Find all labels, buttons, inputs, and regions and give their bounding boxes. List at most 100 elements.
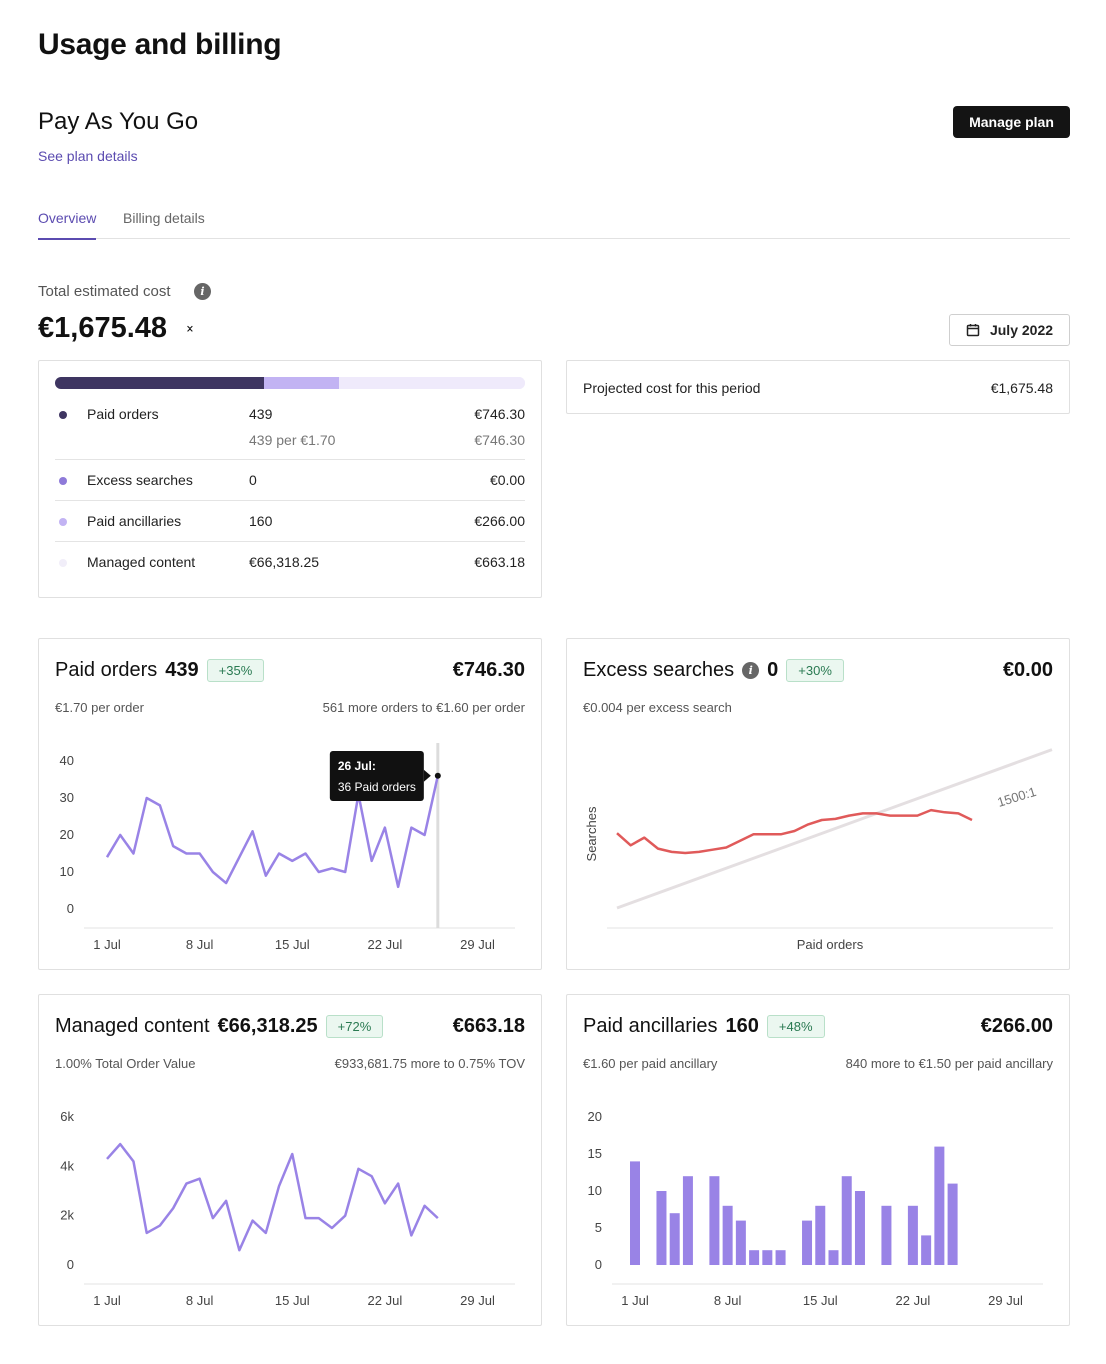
row-sub-qty: 439 per €1.70 bbox=[249, 432, 336, 448]
projected-cost-card: Projected cost for this period €1,675.48 bbox=[566, 360, 1070, 414]
manage-plan-button[interactable]: Manage plan bbox=[953, 106, 1070, 138]
bar bbox=[630, 1161, 640, 1265]
paid-ancillaries-card: Paid ancillaries 160 +48% €266.00 €1.60 … bbox=[566, 994, 1070, 1326]
bar bbox=[907, 1205, 918, 1265]
x-tick-label: 22 Jul bbox=[368, 937, 403, 952]
ratio-label: 1500:1 bbox=[995, 784, 1037, 810]
legend-dot bbox=[59, 518, 67, 526]
legend-dot bbox=[59, 477, 67, 485]
row-name: Paid orders bbox=[87, 406, 159, 422]
y-tick-label: 4k bbox=[60, 1158, 74, 1173]
tab-bar: Overview Billing details bbox=[38, 200, 1070, 240]
hover-point bbox=[434, 772, 441, 779]
card-title: Paid ancillaries 160 +48% bbox=[583, 1015, 825, 1038]
page-title: Usage and billing bbox=[38, 28, 282, 61]
x-tick-label: 8 Jul bbox=[186, 1293, 214, 1308]
card-title-count: €66,318.25 bbox=[217, 1015, 318, 1037]
expand-collapse-icon[interactable]: ⌄ ⌃ bbox=[184, 317, 196, 341]
card-tier-hint: 840 more to €1.50 per paid ancillary bbox=[845, 1056, 1053, 1071]
stack-bar-segment bbox=[55, 377, 265, 389]
projected-cost-label: Projected cost for this period bbox=[583, 380, 761, 396]
card-amount: €663.18 bbox=[452, 1015, 525, 1037]
y-tick-label: 0 bbox=[67, 901, 74, 916]
bar bbox=[828, 1250, 839, 1265]
x-tick-label: 22 Jul bbox=[368, 1293, 403, 1308]
tooltip-text: 36 Paid orders bbox=[338, 780, 416, 794]
total-cost-value: €1,675.48 bbox=[38, 312, 168, 344]
info-icon[interactable]: i bbox=[742, 662, 760, 679]
y-axis-label: Searches bbox=[584, 806, 599, 861]
row-qty: €66,318.25 bbox=[249, 554, 320, 570]
card-title: Managed content €66,318.25 +72% bbox=[55, 1015, 384, 1038]
tooltip-pointer bbox=[423, 769, 431, 782]
card-rate: 1.00% Total Order Value bbox=[55, 1056, 196, 1071]
tab-overview[interactable]: Overview bbox=[38, 210, 97, 240]
bar bbox=[802, 1220, 813, 1265]
x-tick-label: 8 Jul bbox=[186, 937, 214, 952]
card-rate: €1.60 per paid ancillary bbox=[583, 1056, 718, 1071]
bar bbox=[709, 1176, 720, 1265]
card-title-count: 0 bbox=[767, 659, 779, 681]
x-tick-label: 1 Jul bbox=[93, 1293, 121, 1308]
x-axis-label: Paid orders bbox=[797, 937, 864, 952]
y-tick-label: 20 bbox=[588, 1109, 602, 1124]
plan-name: Pay As You Go bbox=[38, 108, 199, 135]
projected-cost-value: €1,675.48 bbox=[990, 380, 1053, 396]
series-line bbox=[616, 808, 973, 855]
x-tick-label: 29 Jul bbox=[460, 937, 495, 952]
change-badge: +72% bbox=[325, 1015, 384, 1038]
x-tick-label: 15 Jul bbox=[275, 1293, 310, 1308]
tooltip-box bbox=[329, 751, 424, 801]
bar bbox=[881, 1205, 892, 1265]
card-title-label: Paid orders bbox=[55, 659, 158, 681]
divider bbox=[55, 459, 525, 460]
bar bbox=[682, 1176, 693, 1265]
y-tick-label: 15 bbox=[588, 1146, 602, 1161]
card-rate: €1.70 per order bbox=[55, 700, 144, 715]
see-plan-details-link[interactable]: See plan details bbox=[38, 148, 138, 164]
card-amount: €0.00 bbox=[1002, 659, 1053, 681]
paid-ancillaries-chart[interactable]: 0 5 10 15 20 1 Jul 8 Jul 15 Jul 22 Jul 29 Jul bbox=[567, 1085, 1071, 1325]
info-icon[interactable]: i bbox=[194, 283, 211, 300]
legend-dot bbox=[59, 411, 67, 419]
card-title: Paid orders 439 +35% bbox=[55, 659, 265, 682]
card-amount: €266.00 bbox=[980, 1015, 1053, 1037]
bar bbox=[947, 1183, 958, 1265]
managed-content-chart[interactable]: 0 2k 4k 6k 1 Jul 8 Jul 15 Jul 22 Jul 29 Jul bbox=[39, 1085, 543, 1325]
card-amount: €746.30 bbox=[452, 659, 525, 681]
y-tick-label: 6k bbox=[60, 1109, 74, 1124]
tab-billing-details[interactable]: Billing details bbox=[123, 210, 205, 226]
bar bbox=[841, 1176, 852, 1265]
bar bbox=[815, 1205, 826, 1265]
paid-orders-chart[interactable]: 0 10 20 30 40 1 Jul 8 Jul 15 Jul 22 Jul 29 Jul 26 … bbox=[39, 729, 543, 969]
trend-line bbox=[616, 748, 1053, 910]
card-title: Excess searches i 0 +30% bbox=[583, 659, 844, 682]
cost-stack-bar bbox=[55, 377, 525, 389]
cost-breakdown-card: Paid orders 439 €746.30 439 per €1.70 €7… bbox=[38, 360, 542, 598]
card-title-label: Excess searches bbox=[583, 659, 735, 681]
tooltip-date: 26 Jul: bbox=[338, 759, 376, 773]
bar bbox=[749, 1250, 760, 1265]
calendar-icon bbox=[966, 324, 980, 337]
row-amount: €266.00 bbox=[474, 513, 525, 529]
card-title-label: Managed content bbox=[55, 1015, 210, 1037]
row-name: Excess searches bbox=[87, 472, 193, 488]
series-line bbox=[105, 775, 440, 889]
period-picker-button[interactable]: July 2022 bbox=[949, 314, 1070, 346]
excess-searches-chart[interactable]: 1500:1 Paid orders Searches bbox=[567, 729, 1071, 969]
y-tick-label: 2k bbox=[60, 1208, 74, 1223]
x-tick-label: 1 Jul bbox=[621, 1293, 649, 1308]
card-tier-hint: 561 more orders to €1.60 per order bbox=[322, 700, 525, 715]
bar bbox=[762, 1250, 773, 1265]
excess-searches-card: Excess searches i 0 +30% €0.00 €0.004 pe… bbox=[566, 638, 1070, 970]
x-tick-label: 29 Jul bbox=[988, 1293, 1023, 1308]
row-qty: 160 bbox=[249, 513, 273, 529]
period-label: July 2022 bbox=[989, 322, 1054, 338]
row-qty: 0 bbox=[249, 472, 257, 488]
card-title-count: 439 bbox=[165, 659, 199, 681]
total-cost-label: Total estimated cost bbox=[38, 283, 171, 300]
row-sub-amount: €746.30 bbox=[474, 432, 525, 448]
card-rate: €0.004 per excess search bbox=[583, 700, 732, 715]
x-tick-label: 29 Jul bbox=[460, 1293, 495, 1308]
card-tier-hint: €933,681.75 more to 0.75% TOV bbox=[334, 1056, 525, 1071]
